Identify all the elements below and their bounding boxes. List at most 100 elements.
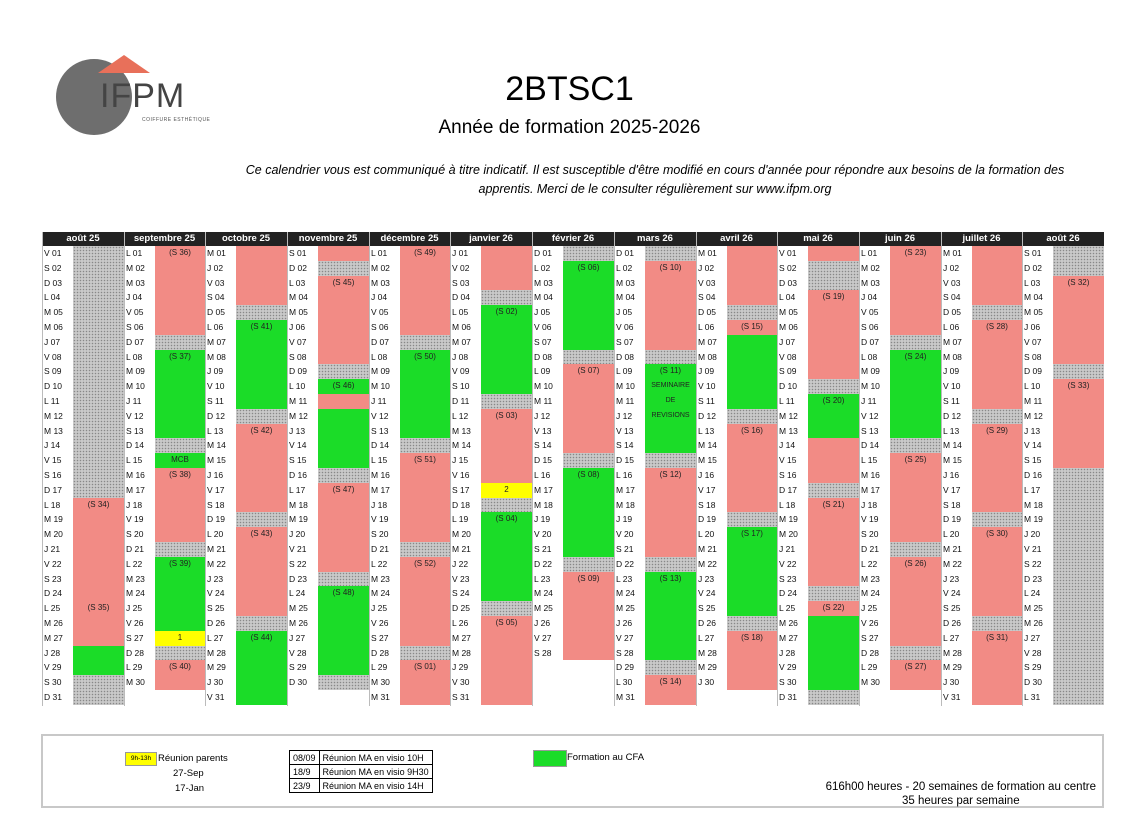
day-cell: V 05 <box>861 307 879 318</box>
day-cell: S 21 <box>616 544 634 554</box>
day-cell: M 24 <box>616 588 635 599</box>
week-label: (S 48) <box>332 588 355 598</box>
day-cell: V 03 <box>943 277 961 288</box>
day-cell: M 24 <box>534 588 553 599</box>
month-column: (S 49) (S 50) (S 51) (S 52) (S 01) L 01 M 02 M … <box>369 246 450 706</box>
period-block-grey <box>400 438 450 454</box>
day-cell: M 02 <box>861 262 880 273</box>
day-cell: V 29 <box>779 662 797 673</box>
week-label: (S 17) <box>741 529 763 539</box>
day-cell: V 26 <box>371 618 389 628</box>
week-label: (S 05) <box>495 618 518 627</box>
week-label: (S 32) <box>1067 277 1090 287</box>
training-calendar: août 25 (S 34) (S 35) V 01 S 02 D 03 L 04 M 05 M… <box>42 232 1104 706</box>
day-cell: V 06 <box>616 322 634 332</box>
week-label: (S 33) <box>1067 381 1090 391</box>
week-label: (S 13) <box>659 573 682 583</box>
month-column: (S 06) (S 07) (S 08) (S 09) D 01 L 02 M 03 M 04… <box>532 246 614 706</box>
day-cell: V 22 <box>44 558 62 569</box>
day-cell: M 22 <box>943 558 962 569</box>
ifpm-logo: IFPM COIFFURE ESTHÉTIQUE <box>52 55 222 140</box>
day-cell: J 04 <box>126 292 143 303</box>
week-label: 1 <box>177 632 183 642</box>
day-cell: D 05 <box>943 307 961 318</box>
period-block-green: (S 24) <box>890 349 941 439</box>
day-cell: J 07 <box>779 336 796 347</box>
day-cell: J 18 <box>126 499 143 510</box>
day-cell: M 26 <box>779 618 798 628</box>
period-block-grey <box>972 512 1022 528</box>
day-cell: S 08 <box>1024 351 1042 362</box>
day-cell: S 18 <box>943 499 961 510</box>
column-separator <box>532 232 533 706</box>
period-block-green: (S 08) <box>563 468 614 557</box>
day-cell: D 31 <box>44 692 62 702</box>
day-cell: L 06 <box>943 322 960 332</box>
day-cell: M 10 <box>126 381 145 392</box>
period-block-green <box>318 408 369 468</box>
day-cell: J 02 <box>943 262 960 273</box>
day-cell: M 10 <box>371 381 390 392</box>
column-separator <box>42 232 43 706</box>
week-label: (S 52) <box>414 558 436 568</box>
day-cell: J 22 <box>452 558 469 569</box>
day-cell: M 31 <box>616 692 635 702</box>
month-header: juillet 26 <box>941 232 1022 246</box>
period-block-red: (S 25) <box>890 453 941 542</box>
day-cell: V 06 <box>534 322 552 332</box>
day-cell: V 14 <box>1024 440 1042 451</box>
day-cell: S 20 <box>371 529 389 540</box>
day-cell: D 23 <box>1024 573 1042 584</box>
month-column: (S 34) (S 35) V 01 S 02 D 03 L 04 M 05 M 06 J 07… <box>42 246 124 706</box>
day-cell: V 31 <box>943 692 961 702</box>
day-cell: S 04 <box>943 292 961 303</box>
week-label: (S 39) <box>169 558 191 568</box>
column-separator <box>1022 232 1023 706</box>
period-block-grey <box>481 497 532 513</box>
week-label: MCB <box>171 455 189 465</box>
day-cell: J 05 <box>616 307 633 318</box>
day-cell: L 11 <box>44 396 60 406</box>
day-cell: S 17 <box>452 484 470 495</box>
day-cell: V 03 <box>207 277 225 288</box>
day-cell: J 09 <box>698 366 715 377</box>
day-cell: D 01 <box>534 248 552 258</box>
cfa-swatch <box>533 750 567 767</box>
day-cell: S 09 <box>44 366 62 377</box>
day-cell: M 27 <box>452 632 471 643</box>
day-cell: J 06 <box>289 322 306 332</box>
day-cell: M 25 <box>616 603 635 614</box>
day-cell: L 09 <box>534 366 551 377</box>
day-cell: M 22 <box>698 558 717 569</box>
day-cell: M 30 <box>861 677 880 688</box>
day-cell: S 15 <box>1024 455 1042 466</box>
day-cell: J 09 <box>207 366 224 377</box>
week-label: 2 <box>504 484 509 494</box>
page-subtitle: Année de formation 2025-2026 <box>438 117 701 138</box>
day-cell: D 16 <box>1024 470 1042 480</box>
day-cell: V 17 <box>698 484 716 495</box>
month-header: septembre 25 <box>124 232 205 246</box>
month-column: (S 28) (S 29) (S 30) (S 31) M 01 J 02 V 03 S 04… <box>941 246 1022 706</box>
day-cell: S 13 <box>861 425 879 436</box>
parents-meeting-date-1: 27-Sep <box>173 768 204 779</box>
day-cell: M 02 <box>126 262 145 273</box>
day-cell: D 29 <box>616 662 634 673</box>
day-cell: M 11 <box>616 396 635 406</box>
period-block-green: (S 06) <box>563 260 614 350</box>
week-label: (S 38) <box>169 470 191 479</box>
day-cell: V 07 <box>1024 336 1042 347</box>
day-cell: L 06 <box>207 322 224 332</box>
day-cell: V 01 <box>779 248 797 258</box>
day-cell: M 25 <box>1024 603 1043 614</box>
day-cell: M 14 <box>698 440 717 451</box>
day-cell: M 23 <box>371 573 390 584</box>
period-block-grey <box>155 438 205 454</box>
day-cell: L 08 <box>861 351 878 362</box>
day-cell: J 27 <box>289 632 306 643</box>
month-column: (S 02) (S 03) 2 (S 04) (S 05) J 01 V 02 S 03 D 0… <box>450 246 532 706</box>
period-block-grey <box>400 542 450 557</box>
period-block-red: (S 01) <box>400 660 450 705</box>
day-cell: L 03 <box>1024 277 1041 288</box>
day-cell: D 02 <box>289 262 307 273</box>
